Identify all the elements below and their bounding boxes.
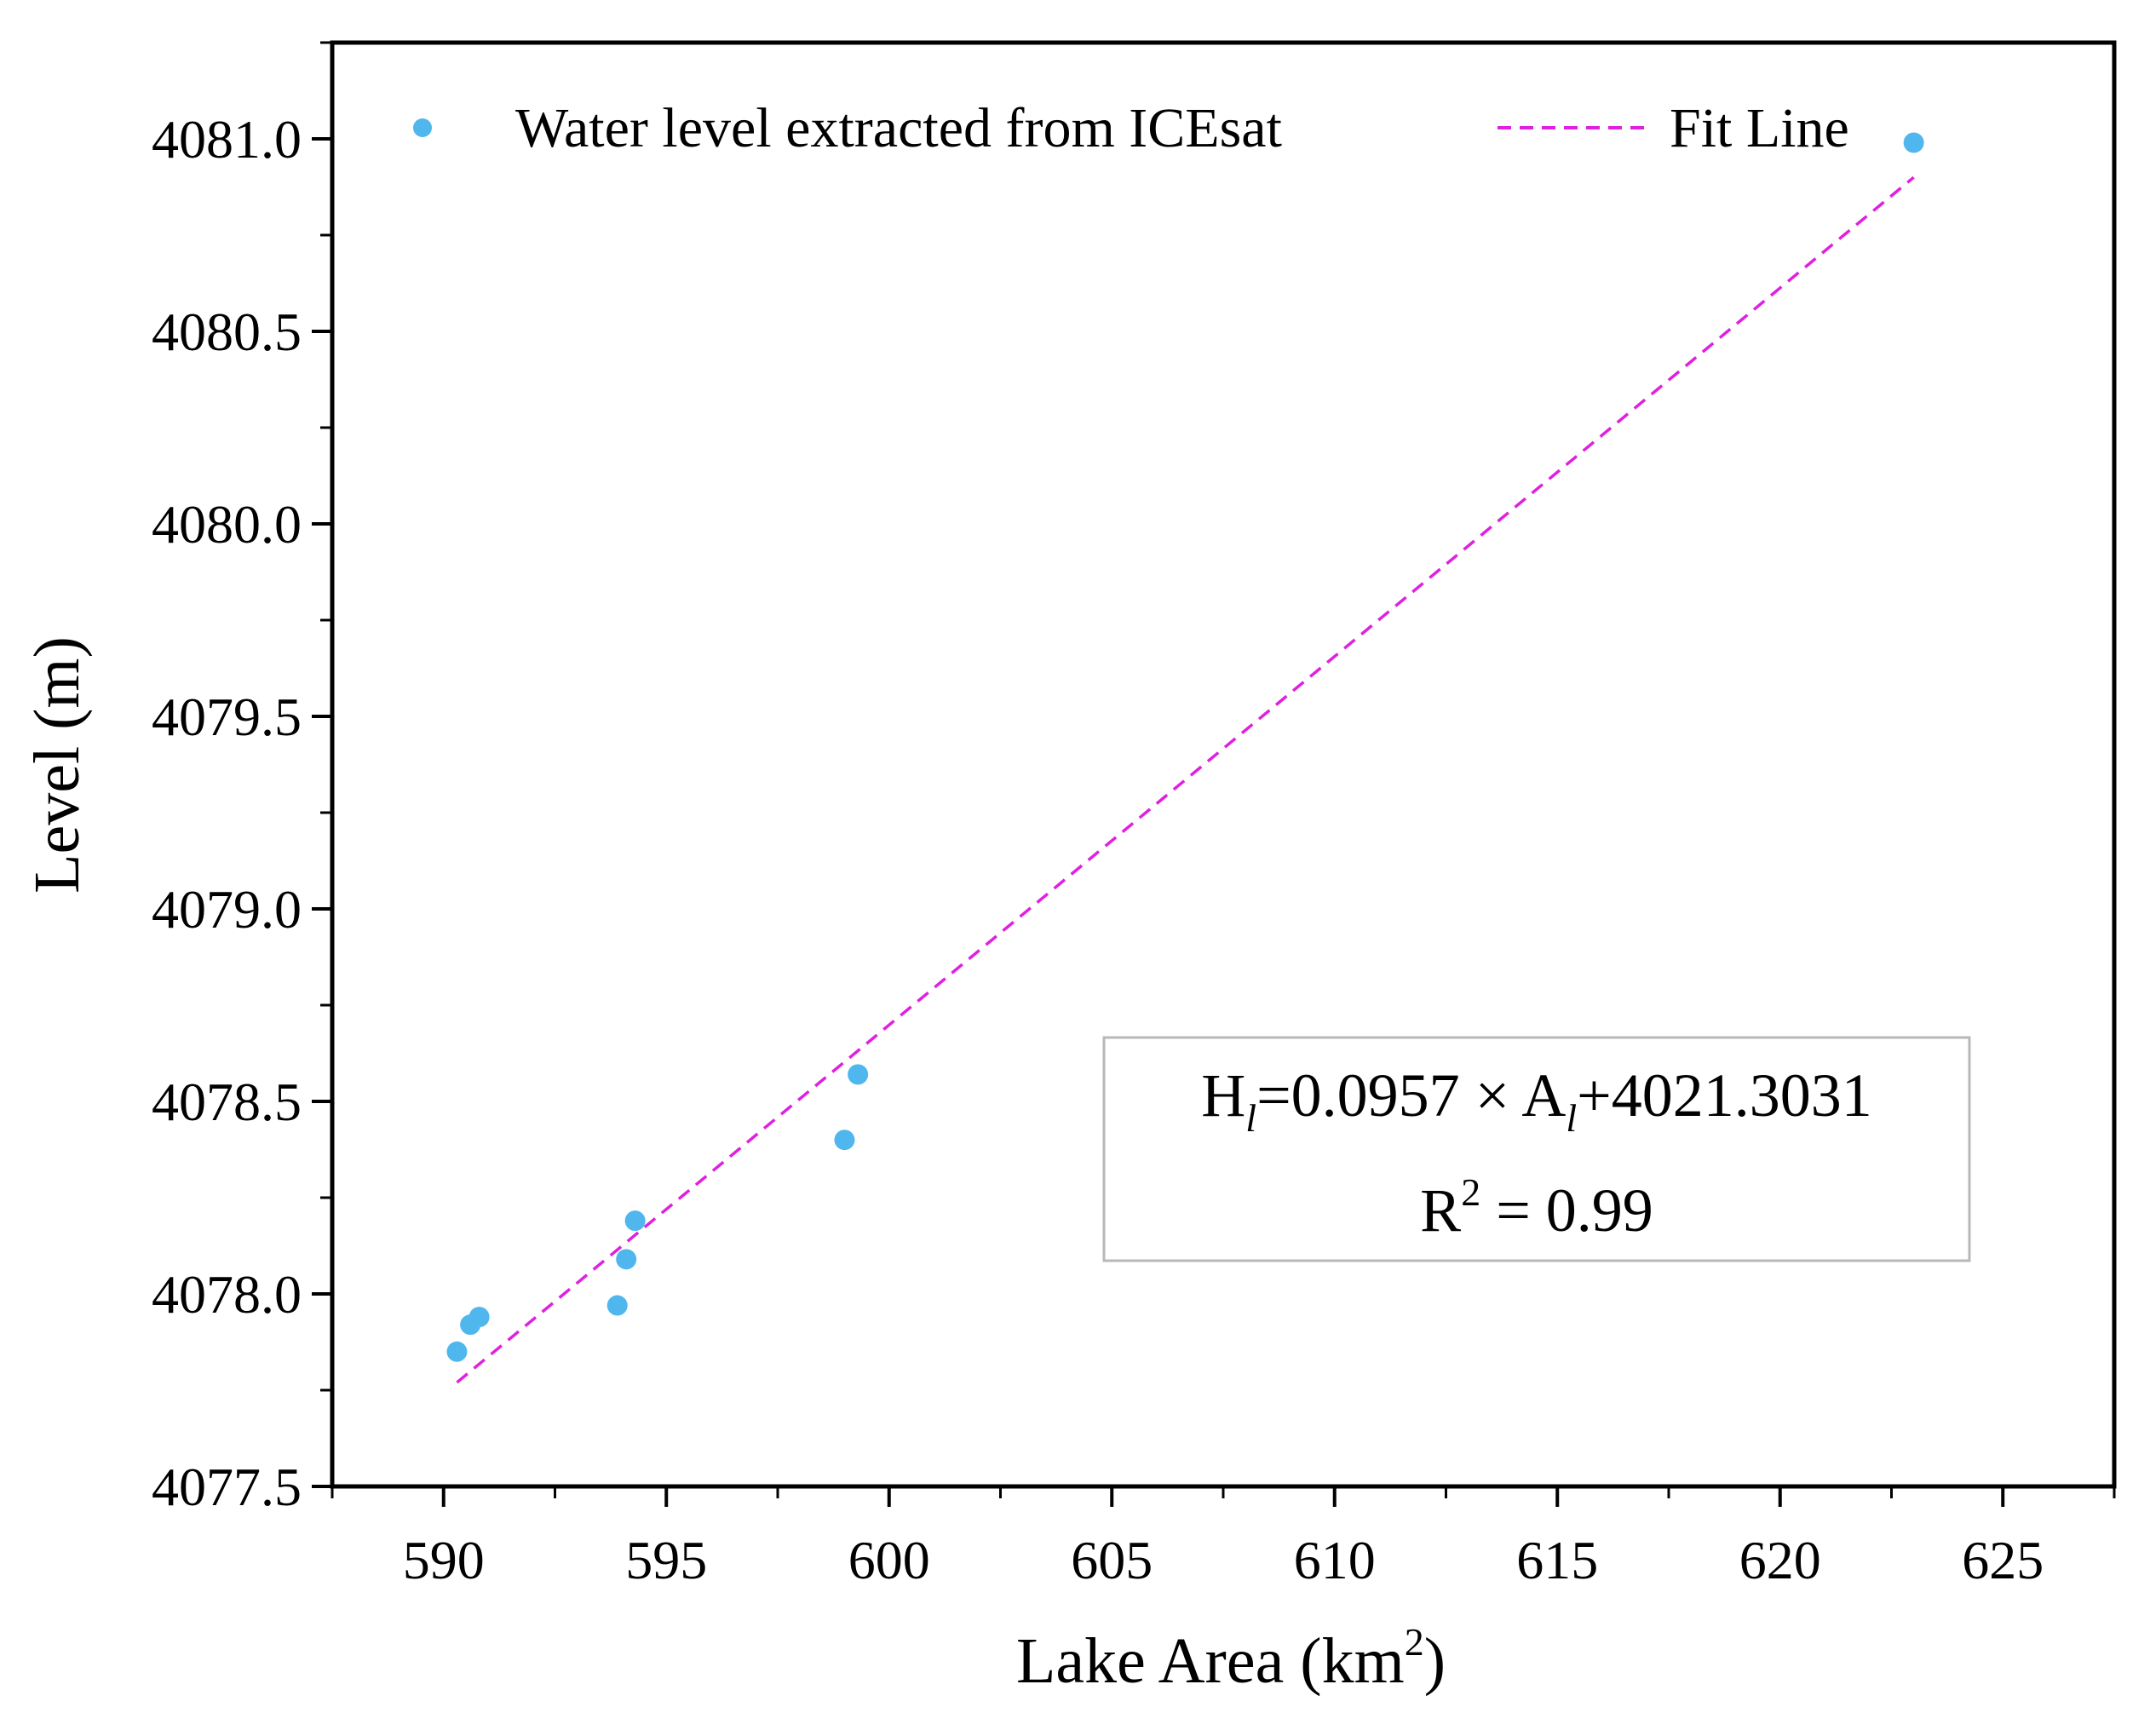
- y-axis-ticks: [312, 41, 332, 1488]
- x-tick-label: 610: [1294, 1530, 1376, 1590]
- y-axis-title: Level (m): [21, 636, 93, 894]
- y-tick-label: 4079.5: [152, 687, 302, 747]
- x-tick-label: 595: [625, 1530, 707, 1590]
- data-point: [446, 1341, 468, 1362]
- data-point: [1903, 132, 1924, 153]
- y-tick-label: 4080.0: [152, 494, 302, 555]
- equation-box: Hl=0.0957 × Al+4021.3031 R2 = 0.99: [1102, 1036, 1971, 1262]
- x-axis-ticks: [331, 1486, 2116, 1507]
- x-axis-title: Lake Area (km2): [1016, 1620, 1446, 1697]
- legend-marker-scatter: [413, 118, 432, 137]
- data-point: [834, 1130, 855, 1151]
- scatter-points: [446, 132, 1924, 1362]
- y-tick-label: 4079.0: [152, 879, 302, 940]
- data-point: [848, 1064, 869, 1085]
- equation-box-frame: [1102, 1036, 1971, 1262]
- x-tick-label: 615: [1516, 1530, 1598, 1590]
- x-tick-label: 600: [848, 1530, 930, 1590]
- legend-label-fit-line: Fit Line: [1670, 97, 1849, 159]
- r-squared-label: R2 = 0.99: [1420, 1170, 1653, 1245]
- x-tick-label: 620: [1739, 1530, 1821, 1590]
- regression-equation: Hl=0.0957 × Al+4021.3031: [1201, 1061, 1871, 1140]
- legend: Water level extracted from ICEsat Fit Li…: [413, 97, 1849, 159]
- y-tick-label: 4081.0: [152, 109, 302, 170]
- y-tick-label: 4080.5: [152, 302, 302, 362]
- y-tick-label: 4078.5: [152, 1072, 302, 1132]
- y-tick-label: 4077.5: [152, 1457, 302, 1517]
- y-tick-label: 4078.0: [152, 1264, 302, 1325]
- fit-line: [456, 175, 1915, 1384]
- fit-line-layer: [456, 175, 1915, 1384]
- legend-label-scatter: Water level extracted from ICEsat: [515, 97, 1282, 159]
- data-point: [624, 1210, 646, 1232]
- x-tick-label: 625: [1962, 1530, 2044, 1590]
- x-tick-label: 590: [403, 1530, 485, 1590]
- plot-frame: [330, 40, 2117, 1489]
- x-tick-label: 605: [1071, 1530, 1153, 1590]
- data-point: [606, 1295, 628, 1316]
- y-axis-tick-labels: 4077.5 4078.0 4078.5 4079.0 4079.5 4080.0 4080…: [152, 109, 302, 1517]
- x-axis-tick-labels: 590 595 600 605 610 615 620 625: [403, 1530, 2044, 1590]
- data-point: [469, 1307, 490, 1328]
- data-point: [616, 1249, 637, 1270]
